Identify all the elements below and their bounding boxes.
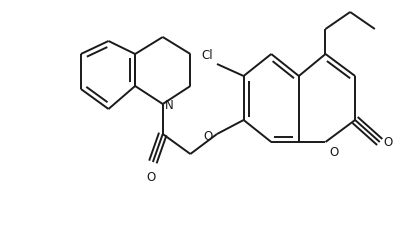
Text: O: O bbox=[329, 145, 339, 158]
Text: O: O bbox=[204, 129, 213, 142]
Text: O: O bbox=[384, 136, 393, 149]
Text: O: O bbox=[146, 170, 156, 183]
Text: N: N bbox=[165, 99, 173, 112]
Text: Cl: Cl bbox=[201, 49, 213, 62]
